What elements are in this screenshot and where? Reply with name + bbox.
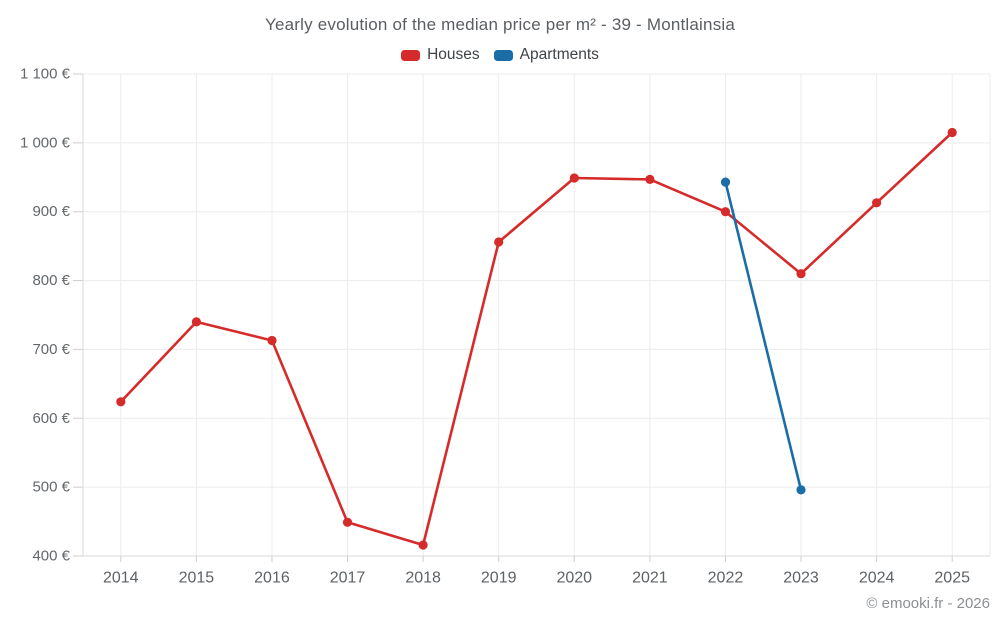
houses-point-2014[interactable] xyxy=(116,397,126,407)
legend-label: Apartments xyxy=(519,46,599,63)
y-tick-label: 1 100 € xyxy=(20,66,71,83)
y-tick-label: 700 € xyxy=(32,341,70,358)
x-tick-label: 2014 xyxy=(103,570,139,587)
houses-point-2019[interactable] xyxy=(494,237,504,247)
watermark-credit: © emooki.fr - 2026 xyxy=(866,595,990,612)
houses-point-2017[interactable] xyxy=(342,517,353,527)
x-tick-label: 2018 xyxy=(405,570,441,587)
y-tick-label: 900 € xyxy=(32,203,70,220)
apartments-point-2022[interactable] xyxy=(720,177,731,187)
chart-title: Yearly evolution of the median price per… xyxy=(264,15,736,34)
legend: Houses Apartments xyxy=(0,46,1000,64)
legend-item-houses[interactable]: Houses xyxy=(401,46,480,64)
legend-swatch-apartments xyxy=(493,49,513,61)
x-tick-label: 2023 xyxy=(783,570,819,587)
x-tick-label: 2017 xyxy=(330,570,366,587)
y-tick-label: 500 € xyxy=(32,479,70,496)
x-tick-label: 2019 xyxy=(481,570,517,587)
houses-point-2020[interactable] xyxy=(569,173,579,183)
x-tick-label: 2021 xyxy=(632,570,668,587)
houses-point-2018[interactable] xyxy=(418,540,428,550)
houses-point-2015[interactable] xyxy=(191,317,201,327)
x-tick-label: 2015 xyxy=(179,570,215,587)
houses-point-2021[interactable] xyxy=(645,174,655,184)
apartments-line[interactable] xyxy=(724,180,803,492)
houses-point-2023[interactable] xyxy=(796,269,806,279)
y-tick-label: 1 000 € xyxy=(20,134,71,151)
x-tick-label: 2025 xyxy=(934,570,970,587)
houses-point-2025[interactable] xyxy=(947,127,957,138)
legend-label: Houses xyxy=(427,46,480,63)
legend-swatch-houses xyxy=(401,49,421,61)
y-tick-label: 600 € xyxy=(32,410,70,427)
x-tick-label: 2020 xyxy=(556,570,592,587)
houses-line[interactable] xyxy=(119,131,954,547)
y-tick-label: 400 € xyxy=(32,548,70,565)
x-tick-label: 2022 xyxy=(708,570,744,587)
houses-point-2022[interactable] xyxy=(720,207,731,217)
houses-point-2024[interactable] xyxy=(872,198,882,208)
x-tick-label: 2016 xyxy=(254,570,290,587)
x-tick-label: 2024 xyxy=(859,570,895,587)
apartments-point-2023[interactable] xyxy=(796,485,806,495)
y-tick-label: 800 € xyxy=(32,272,70,289)
houses-point-2016[interactable] xyxy=(267,335,277,346)
legend-item-apartments[interactable]: Apartments xyxy=(493,46,599,64)
